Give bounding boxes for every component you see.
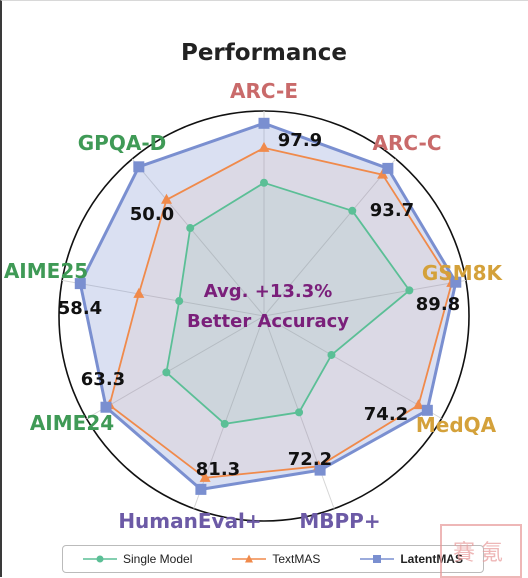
axis-label-medqa: MedQA: [416, 413, 497, 437]
chart-legend: Single Model TextMAS LatentMAS: [62, 545, 484, 573]
value-label: 58.4: [58, 298, 102, 319]
point-latentmas: [382, 162, 394, 174]
point-single-model: [175, 297, 184, 306]
value-label: 81.3: [196, 459, 240, 480]
point-latentmas: [100, 401, 112, 413]
watermark-stamp: 賽氪: [440, 524, 522, 578]
value-label: 97.9: [278, 130, 322, 151]
radar-spoke: [86, 315, 265, 419]
axis-label-gpqa-d: GPQA-D: [78, 131, 166, 155]
legend-label: Single Model: [122, 552, 193, 566]
point-latentmas: [74, 278, 86, 290]
legend-label: TextMAS: [272, 552, 321, 566]
center-annotation: Avg. +13.3%: [204, 281, 333, 302]
value-label: 63.3: [81, 369, 125, 390]
radar-spoke: [263, 158, 397, 317]
center-annotation: Better Accuracy: [187, 311, 349, 332]
point-textmas: [160, 193, 172, 204]
point-single-model: [186, 224, 195, 233]
axis-label-arc-c: ARC-C: [373, 131, 442, 155]
radar-spoke: [263, 315, 442, 419]
axis-label-aime25: AIME25: [4, 259, 88, 283]
point-latentmas: [195, 483, 207, 495]
point-latentmas: [133, 161, 145, 173]
legend-label: LatentMAS: [400, 552, 463, 566]
value-label: 74.2: [364, 404, 408, 425]
point-single-model: [295, 408, 304, 417]
point-latentmas: [421, 404, 433, 416]
radar-spoke: [131, 158, 265, 317]
legend-swatch-circle: [82, 555, 117, 563]
axis-label-humaneval-: HumanEval+: [118, 509, 261, 533]
point-textmas: [199, 471, 211, 482]
chart-title: Performance: [180, 40, 348, 66]
point-single-model: [220, 419, 229, 428]
point-single-model: [162, 368, 171, 377]
legend-swatch-triangle: [232, 554, 267, 563]
value-label: 89.8: [416, 294, 460, 315]
value-label: 50.0: [130, 204, 174, 225]
value-label: 93.7: [370, 200, 414, 221]
point-textmas: [133, 287, 145, 298]
axis-label-gsm8k: GSM8K: [422, 261, 504, 285]
series-area-latentmas: [78, 121, 458, 491]
point-latentmas: [314, 464, 326, 476]
radar-spoke: [62, 279, 265, 317]
point-single-model: [405, 286, 414, 295]
series-area-single-model: [165, 181, 411, 425]
point-single-model: [260, 178, 268, 187]
radar-spoke: [263, 279, 466, 317]
legend-item-single-model: Single Model: [82, 552, 193, 566]
point-textmas: [412, 399, 424, 410]
point-single-model: [327, 350, 336, 359]
legend-swatch-square: [360, 555, 395, 563]
point-latentmas: [450, 276, 462, 288]
legend-item-latentmas: LatentMAS: [360, 552, 463, 566]
value-label: 72.2: [288, 449, 332, 470]
point-latentmas: [258, 117, 270, 129]
legend-item-textmas: TextMAS: [232, 552, 320, 566]
point-single-model: [348, 206, 357, 215]
point-textmas: [258, 141, 270, 152]
axis-label-aime24: AIME24: [30, 411, 114, 435]
axis-label-arc-e: ARC-E: [230, 79, 298, 103]
axis-label-mbpp-: MBPP+: [299, 509, 380, 533]
